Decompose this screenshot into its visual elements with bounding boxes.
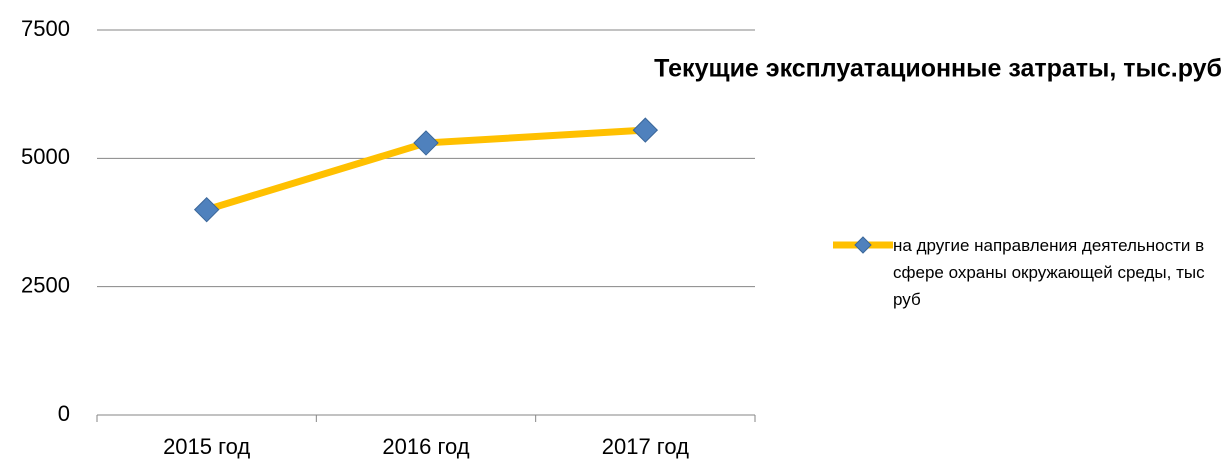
- x-tick-label: 2016 год: [382, 434, 469, 459]
- legend-label: на другие направления деятельности в сфе…: [893, 236, 1205, 309]
- legend-marker: [854, 236, 872, 254]
- x-tick-label: 2015 год: [163, 434, 250, 459]
- x-tick-label: 2017 год: [602, 434, 689, 459]
- data-point: [193, 196, 220, 223]
- chart-title: Текущие эксплуатационные затраты, тыс.ру…: [654, 55, 1222, 83]
- data-point: [413, 130, 439, 156]
- y-tick-label: 7500: [21, 16, 70, 41]
- y-tick-label: 0: [58, 401, 70, 426]
- y-tick-label: 2500: [21, 272, 70, 297]
- data-point: [632, 117, 659, 143]
- y-tick-label: 5000: [21, 144, 70, 169]
